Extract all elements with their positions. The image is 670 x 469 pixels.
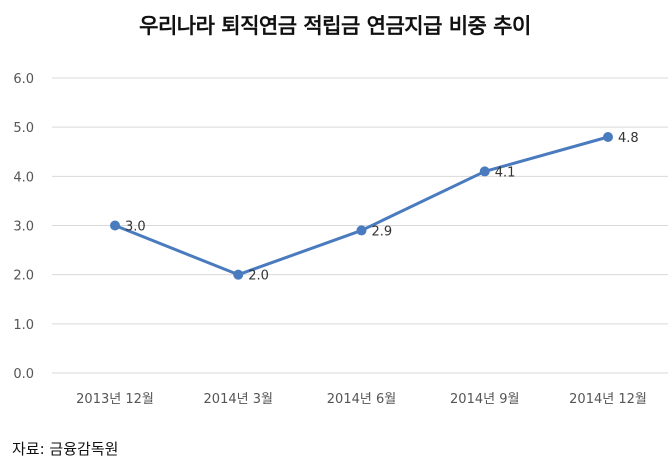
data-point [479,166,490,177]
series-line [114,135,609,277]
x-tick-label: 2014년 9월 [450,392,519,407]
gridlines [52,77,668,374]
x-tick-label: 2014년 3월 [204,392,273,407]
data-point [603,132,613,142]
data-point [110,220,120,231]
y-tick-label: 0.0 [13,367,34,382]
y-tick-label: 3.0 [13,220,34,235]
y-tick-label: 6.0 [13,72,34,87]
data-label: 4.8 [618,131,639,146]
data-point [356,225,367,236]
data-label: 4.1 [495,165,516,180]
x-axis-tick-labels: 2013년 12월 2014년 3월 2014년 6월 2014년 9월 2014년 1… [76,392,647,407]
data-points [110,132,613,280]
source-note: 자료: 금융감독원 [12,440,119,458]
data-label: 2.9 [372,224,393,239]
chart-title: 우리나라 퇴직연금 적립금 연금지급 비중 추이 [139,14,531,38]
y-tick-label: 1.0 [13,318,34,333]
y-tick-label: 4.0 [13,170,34,185]
x-tick-label: 2014년 6월 [327,392,396,407]
x-tick-label: 2014년 12월 [569,392,647,407]
data-labels: 3.0 2.0 2.9 4.1 4.8 [125,131,639,284]
y-tick-label: 2.0 [13,269,34,284]
y-axis-tick-labels: 0.0 1.0 2.0 3.0 4.0 5.0 6.0 [13,72,34,382]
x-tick-label: 2013년 12월 [76,392,154,407]
data-label: 2.0 [248,269,269,284]
data-point [233,269,244,280]
data-label: 3.0 [125,220,146,235]
series-line-layer [114,135,609,277]
y-tick-label: 5.0 [13,121,34,136]
